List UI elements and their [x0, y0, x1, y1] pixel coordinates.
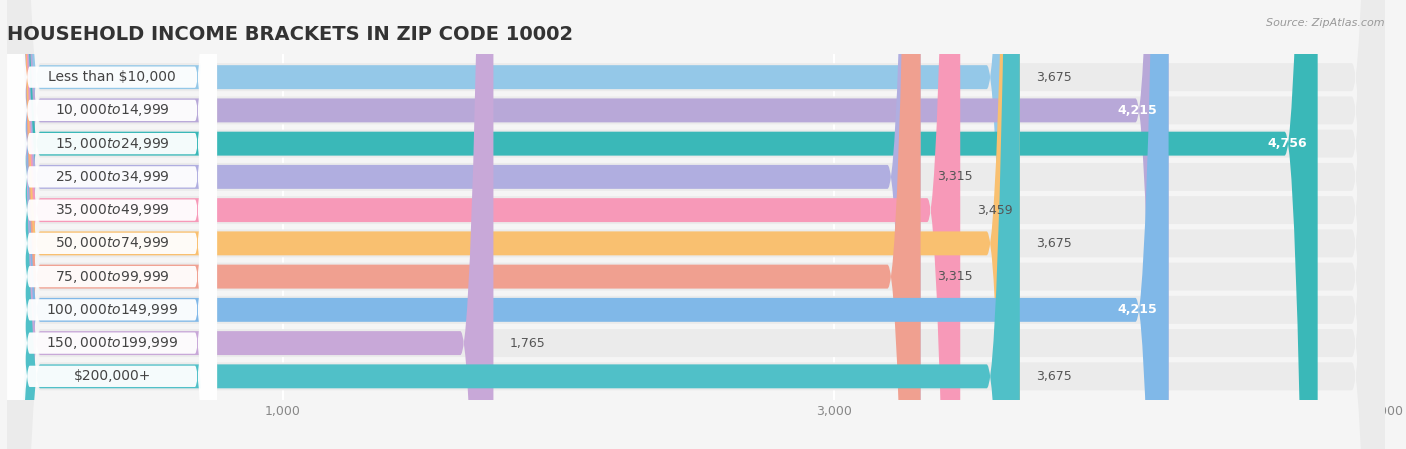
FancyBboxPatch shape — [7, 0, 217, 449]
FancyBboxPatch shape — [7, 0, 1385, 449]
Text: $50,000 to $74,999: $50,000 to $74,999 — [55, 235, 170, 251]
Text: 3,315: 3,315 — [938, 170, 973, 183]
Text: 3,675: 3,675 — [1036, 370, 1071, 383]
Text: 4,215: 4,215 — [1118, 104, 1157, 117]
FancyBboxPatch shape — [7, 0, 1385, 449]
FancyBboxPatch shape — [7, 0, 921, 449]
FancyBboxPatch shape — [7, 0, 217, 449]
FancyBboxPatch shape — [7, 0, 1019, 449]
FancyBboxPatch shape — [7, 0, 921, 449]
Text: 3,459: 3,459 — [977, 204, 1012, 216]
Text: $100,000 to $149,999: $100,000 to $149,999 — [46, 302, 179, 318]
FancyBboxPatch shape — [7, 0, 217, 449]
FancyBboxPatch shape — [7, 0, 1019, 449]
Text: 3,675: 3,675 — [1036, 70, 1071, 84]
Text: $200,000+: $200,000+ — [73, 370, 150, 383]
FancyBboxPatch shape — [7, 0, 494, 449]
Text: 4,215: 4,215 — [1118, 304, 1157, 317]
Text: 3,315: 3,315 — [938, 270, 973, 283]
Text: 4,756: 4,756 — [1267, 137, 1306, 150]
Text: $75,000 to $99,999: $75,000 to $99,999 — [55, 269, 170, 285]
FancyBboxPatch shape — [7, 0, 1385, 449]
FancyBboxPatch shape — [7, 0, 960, 449]
FancyBboxPatch shape — [7, 0, 1168, 449]
Text: $10,000 to $14,999: $10,000 to $14,999 — [55, 102, 170, 119]
FancyBboxPatch shape — [7, 0, 217, 449]
Text: HOUSEHOLD INCOME BRACKETS IN ZIP CODE 10002: HOUSEHOLD INCOME BRACKETS IN ZIP CODE 10… — [7, 25, 574, 44]
Text: $25,000 to $34,999: $25,000 to $34,999 — [55, 169, 170, 185]
FancyBboxPatch shape — [7, 0, 217, 449]
FancyBboxPatch shape — [7, 0, 217, 449]
FancyBboxPatch shape — [7, 0, 1385, 449]
FancyBboxPatch shape — [7, 0, 1385, 449]
FancyBboxPatch shape — [7, 0, 1385, 449]
FancyBboxPatch shape — [7, 0, 1317, 449]
FancyBboxPatch shape — [7, 0, 217, 449]
FancyBboxPatch shape — [7, 0, 217, 449]
Text: Source: ZipAtlas.com: Source: ZipAtlas.com — [1267, 18, 1385, 28]
Text: $150,000 to $199,999: $150,000 to $199,999 — [46, 335, 179, 351]
FancyBboxPatch shape — [7, 0, 1385, 449]
FancyBboxPatch shape — [7, 0, 1385, 449]
Text: $35,000 to $49,999: $35,000 to $49,999 — [55, 202, 170, 218]
FancyBboxPatch shape — [7, 0, 1168, 449]
Text: 3,675: 3,675 — [1036, 237, 1071, 250]
Text: 1,765: 1,765 — [510, 337, 546, 350]
Text: $15,000 to $24,999: $15,000 to $24,999 — [55, 136, 170, 152]
FancyBboxPatch shape — [7, 0, 217, 449]
FancyBboxPatch shape — [7, 0, 1385, 449]
Text: Less than $10,000: Less than $10,000 — [48, 70, 176, 84]
FancyBboxPatch shape — [7, 0, 1019, 449]
FancyBboxPatch shape — [7, 0, 217, 449]
FancyBboxPatch shape — [7, 0, 1385, 449]
